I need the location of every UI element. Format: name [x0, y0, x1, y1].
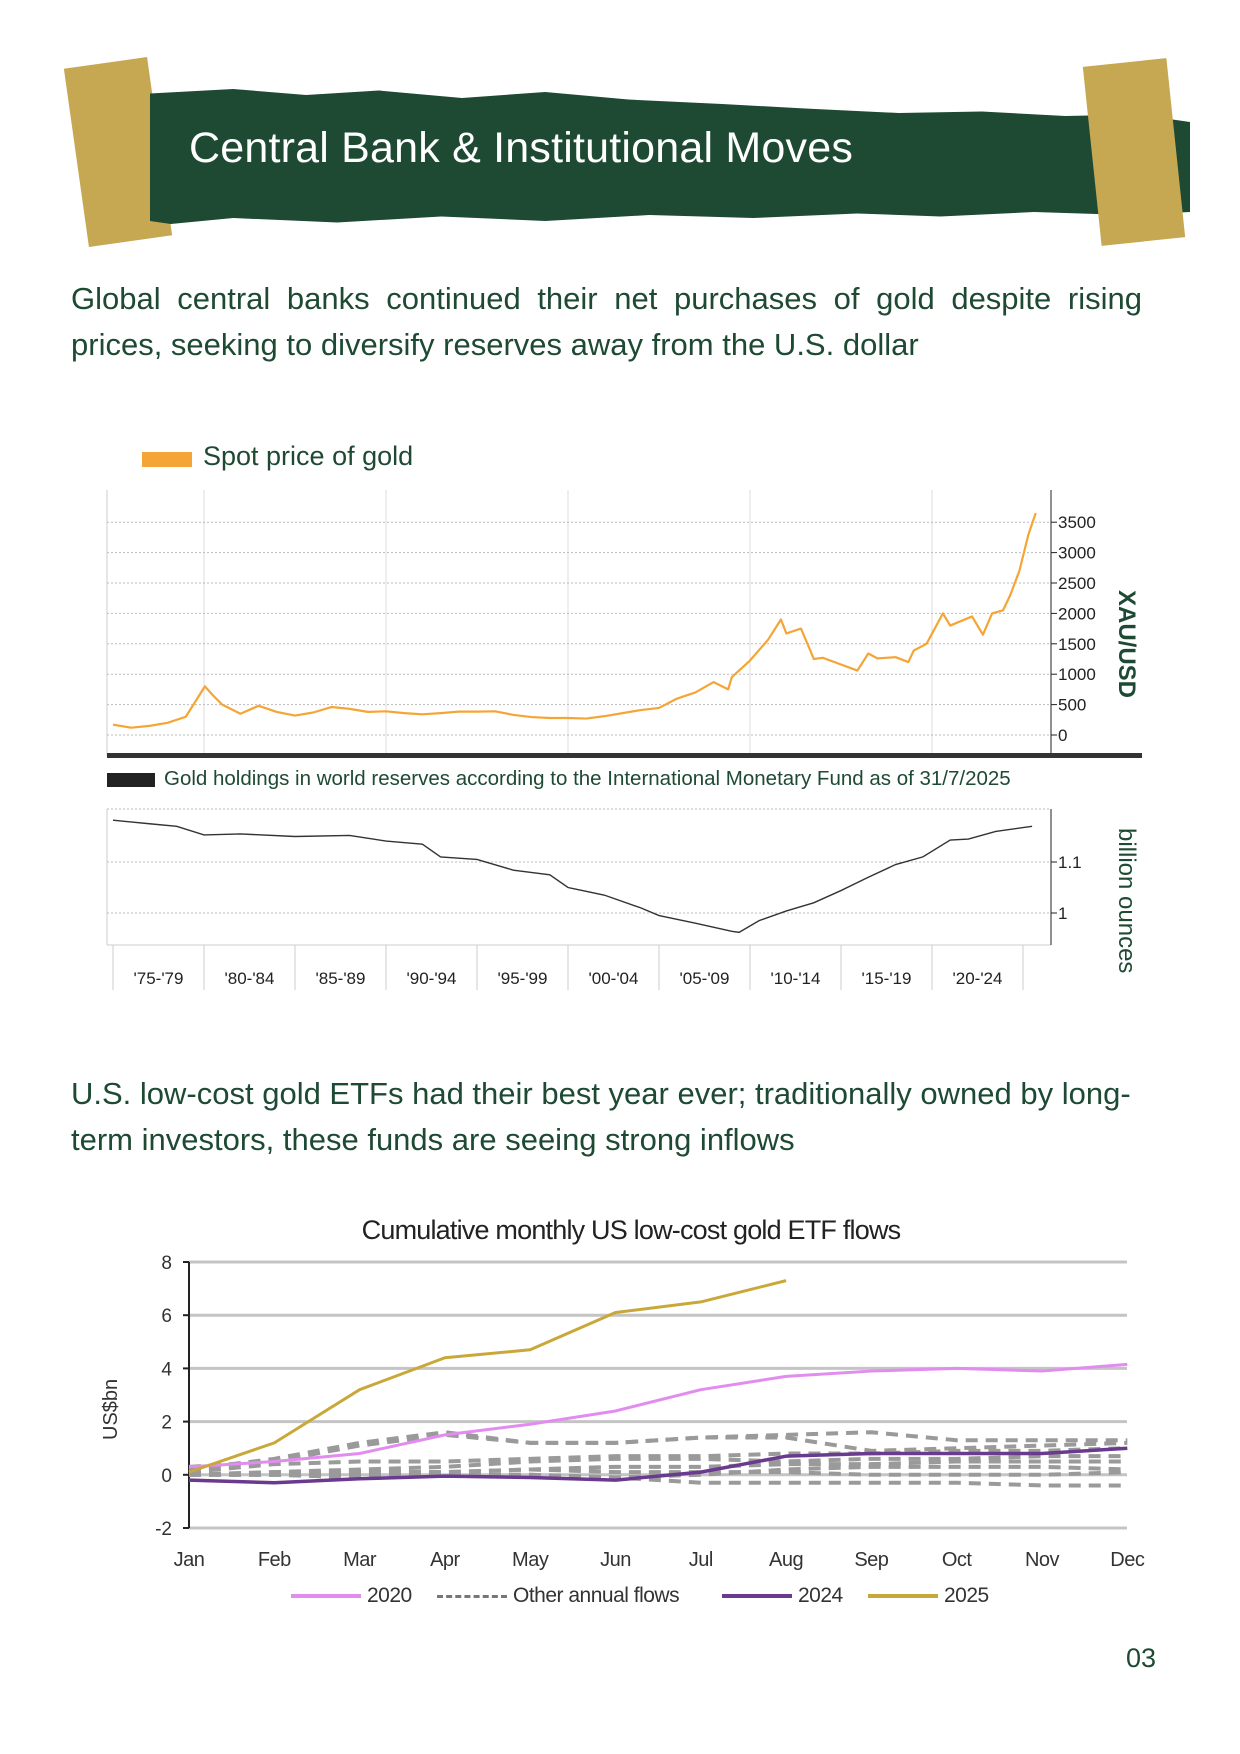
x-tick-label: '15-'19 — [862, 969, 912, 988]
legend-label-gold-holdings: Gold holdings in world reserves accordin… — [164, 767, 1011, 790]
legend-item-other: Other annual flows — [437, 1584, 680, 1608]
legend-item-2020: 2020 — [291, 1584, 412, 1608]
legend-label: 2024 — [798, 1584, 843, 1607]
gold-price-line — [112, 512, 1037, 729]
series-line-other-annual-flows — [188, 1454, 1128, 1477]
x-tick-label: '80-'84 — [225, 969, 275, 988]
chart-separator — [107, 753, 1142, 758]
page-title: Central Bank & Institutional Moves — [189, 124, 854, 172]
x-tick-label: '20-'24 — [953, 969, 1003, 988]
y-tick-label: 3500 — [1058, 513, 1096, 532]
page-number: 03 — [1126, 1643, 1157, 1673]
etf-paragraph: U.S. low-cost gold ETFs had their best y… — [71, 1076, 1131, 1157]
x-tick-label: Jun — [600, 1549, 631, 1571]
x-tick-label: '00-'04 — [589, 969, 639, 988]
y-tick-label: 1.1 — [1058, 853, 1082, 872]
x-tick-label: Jan — [174, 1549, 205, 1571]
legend-line-2020 — [291, 1594, 361, 1598]
series-line-other-annual-flows — [188, 1430, 1128, 1469]
legend-label: 2020 — [367, 1584, 412, 1607]
series-line-2020 — [188, 1362, 1128, 1469]
y-tick-label: 3000 — [1058, 544, 1096, 563]
legend-line-2025 — [868, 1594, 938, 1598]
x-tick-label: Apr — [430, 1549, 460, 1571]
y-tick-label: 4 — [161, 1359, 172, 1380]
x-tick-label: Mar — [343, 1549, 377, 1571]
legend-label-gold-price: Spot price of gold — [203, 441, 414, 471]
series-line-other-annual-flows — [189, 1472, 1128, 1488]
y-tick-label: 0 — [161, 1466, 172, 1487]
y-tick-label: 2500 — [1058, 574, 1096, 593]
x-tick-label: Jul — [689, 1549, 713, 1571]
series-line-2024 — [188, 1446, 1128, 1485]
y-tick-label: 1 — [1058, 904, 1067, 923]
x-tick-label: '75-'79 — [134, 969, 184, 988]
series-line-other-annual-flows — [188, 1430, 1128, 1472]
x-tick-label: '85-'89 — [316, 969, 366, 988]
legend-line-2024 — [722, 1594, 792, 1598]
x-tick-label: Oct — [942, 1549, 973, 1571]
legend-label: 2025 — [944, 1584, 989, 1607]
y-tick-label: 1500 — [1058, 635, 1096, 654]
legend-swatch-gold-holdings — [107, 773, 155, 787]
series-line-other-annual-flows — [188, 1467, 1128, 1477]
gold-holdings-line — [112, 819, 1033, 934]
x-tick-label: Aug — [769, 1549, 803, 1571]
y-tick-label: 2000 — [1058, 604, 1096, 623]
y-tick-label: 6 — [161, 1306, 172, 1327]
x-tick-label: '90-'94 — [407, 969, 457, 988]
x-tick-label: May — [512, 1549, 549, 1571]
intro-paragraph: Global central banks continued their net… — [71, 281, 1142, 362]
y-tick-label: 2 — [161, 1413, 172, 1434]
series-line-other-annual-flows — [189, 1459, 1128, 1477]
x-tick-label: Nov — [1025, 1549, 1060, 1571]
legend-line-other — [437, 1594, 507, 1598]
x-tick-label: '95-'99 — [498, 969, 548, 988]
x-tick-label: '10-'14 — [771, 969, 821, 988]
legend-label: Other annual flows — [513, 1584, 680, 1607]
series-line-2025 — [188, 1279, 787, 1474]
x-tick-label: Sep — [854, 1549, 888, 1571]
etf-chart-title: Cumulative monthly US low-cost gold ETF … — [361, 1215, 901, 1245]
x-tick-label: '05-'09 — [680, 969, 730, 988]
legend-item-2024: 2024 — [722, 1584, 843, 1608]
legend-item-2025: 2025 — [868, 1584, 989, 1608]
y-tick-label: 1000 — [1058, 665, 1096, 684]
legend-swatch-gold-price — [142, 452, 192, 467]
y-tick-label: 500 — [1058, 696, 1086, 715]
y-tick-label: 0 — [1058, 726, 1067, 745]
series-line-other-annual-flows — [188, 1446, 1128, 1475]
y-tick-label: -2 — [155, 1519, 172, 1540]
y-tick-label: 8 — [161, 1253, 172, 1274]
x-tick-label: Feb — [258, 1549, 291, 1571]
x-tick-label: Dec — [1110, 1549, 1145, 1571]
